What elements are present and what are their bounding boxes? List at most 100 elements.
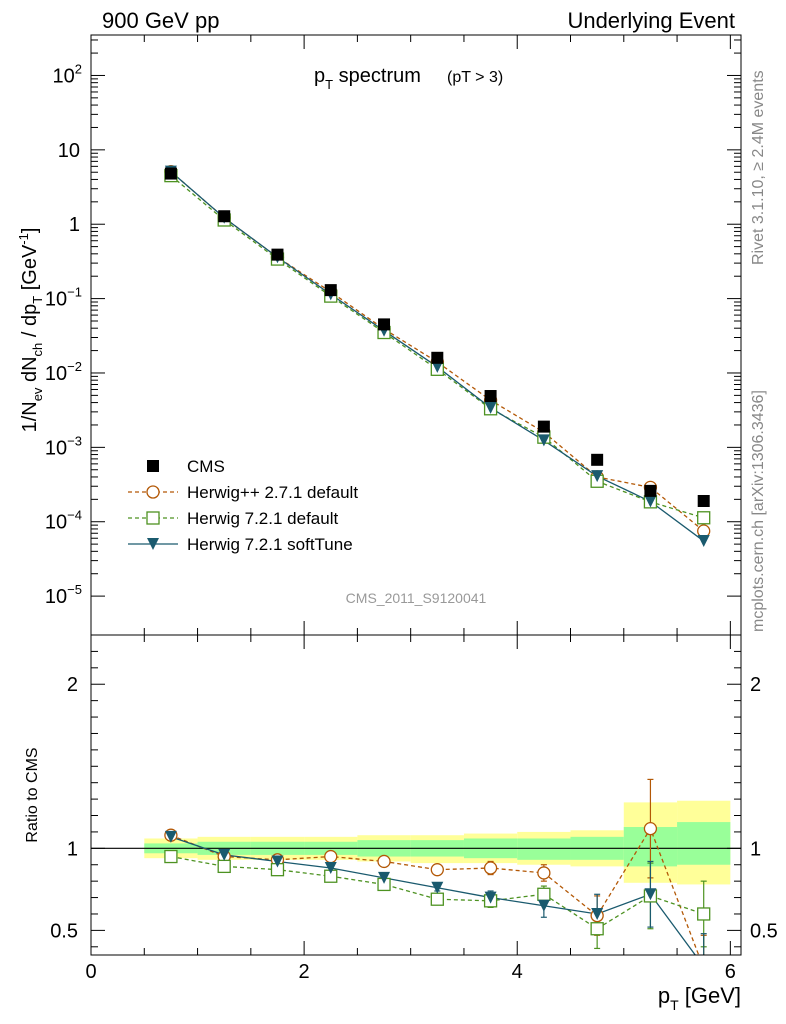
- rivet-label: Rivet 3.1.10, ≥ 2.4M events: [750, 70, 767, 265]
- ratio-point: [430, 892, 444, 906]
- legend-label: CMS: [187, 457, 225, 476]
- cms-point: [271, 248, 284, 261]
- x-axis-label-main: p: [658, 983, 670, 1008]
- ratio-point: [483, 861, 498, 875]
- x-tick-label: 0: [85, 961, 96, 983]
- legend-marker: [147, 538, 159, 550]
- ratio-point: [324, 862, 337, 875]
- y-tick-label: 10: [58, 140, 80, 162]
- y-tick-label: 10−2: [45, 359, 82, 385]
- ratio-frame: [90, 634, 742, 956]
- cms-point: [218, 210, 231, 223]
- data-point: [431, 360, 444, 373]
- legend-marker: [146, 511, 160, 525]
- ratio-point: [698, 962, 710, 974]
- main-plot-area: [164, 164, 711, 548]
- legend-label: Herwig 7.2.1 softTune: [187, 535, 353, 554]
- cms-point: [431, 351, 444, 364]
- ratio-point: [431, 881, 444, 894]
- legend-entry: Herwig 7.2.1 softTune: [128, 535, 353, 554]
- x-tick-label: 2: [299, 961, 310, 983]
- ratio-point: [591, 907, 604, 920]
- uncertainty-band-green: [677, 822, 731, 865]
- y-tick-label: 2: [67, 674, 78, 696]
- cms-point: [591, 453, 604, 466]
- ratio-point: [164, 830, 177, 843]
- x-axis-label-rest: [GeV]: [679, 983, 741, 1008]
- main-panel: 102 10 1 10−1 10−2 10−3 10−4 10−5 pT spectrum (…: [16, 34, 742, 636]
- legend-marker: [147, 460, 159, 472]
- ratio-point: [378, 871, 391, 884]
- legend-entry: CMS: [147, 457, 225, 476]
- cms-point: [644, 484, 657, 497]
- data-point: [697, 511, 711, 525]
- cms-point: [378, 318, 391, 331]
- header-right: Underlying Event: [567, 8, 735, 33]
- data-point: [484, 401, 497, 414]
- uncertainty-band-green: [517, 838, 571, 860]
- ratio-point: [537, 887, 551, 901]
- ratio-plot-area: [91, 778, 741, 974]
- legend-entry: Herwig 7.2.1 default: [128, 509, 338, 528]
- plot-title: pT spectrum: [314, 65, 421, 92]
- y-tick-label: 10−3: [45, 433, 82, 459]
- y-tick-label-right: 2: [750, 674, 761, 696]
- data-point: [644, 495, 657, 508]
- cms-point: [164, 167, 177, 180]
- main-x-ticks: [90, 35, 731, 635]
- legend: CMS Herwig++ 2.7.1 default Herwig 7.2.1 de…: [128, 457, 358, 554]
- ratio-point: [164, 849, 178, 864]
- y-tick-label: 10−1: [45, 285, 82, 311]
- ratio-point: [537, 866, 551, 880]
- ratio-point: [430, 863, 444, 877]
- y-tick-label: 102: [53, 61, 82, 87]
- ratio-point: [537, 899, 550, 912]
- ratio-point: [324, 849, 338, 864]
- cms-point: [484, 390, 497, 403]
- x-axis-label-sub: T: [670, 997, 679, 1013]
- y-tick-label: 1: [67, 838, 78, 860]
- ratio-point: [590, 922, 604, 936]
- y-tick-label: 0.5: [50, 920, 78, 942]
- series-line: [170, 171, 705, 532]
- ratio-point: [218, 848, 231, 861]
- x-tick-label: 4: [512, 961, 523, 983]
- plot-title-main: p: [314, 65, 325, 87]
- mcplots-label: mcplots.cern.ch [arXiv:1306.3436]: [750, 390, 767, 632]
- ratio-point: [643, 821, 658, 836]
- y-tick-label: 1: [69, 214, 80, 236]
- y-tick-label: 10−5: [45, 582, 82, 608]
- y-tick-label: 10−4: [45, 508, 82, 534]
- plot-title-cut: (pT > 3): [447, 69, 503, 86]
- data-point: [697, 535, 710, 548]
- ratio-point: [217, 859, 231, 874]
- cms-point: [697, 494, 710, 507]
- y-tick-label-right: 1: [750, 838, 761, 860]
- y-tick-label-right: 0.5: [750, 920, 778, 942]
- ratio-panel: 0 2 4 6 0.5 0.5 1 1 2 2 Ratio to CMS pT [GeV]: [24, 634, 778, 1013]
- ratio-axes: 0 2 4 6 0.5 0.5 1 1 2 2: [50, 635, 778, 983]
- main-y-axis: 102 10 1 10−1 10−2 10−3 10−4 10−5: [45, 39, 741, 608]
- series-line: [170, 175, 704, 519]
- plot-title-sub: T: [325, 77, 333, 92]
- ratio-y-label: Ratio to CMS: [24, 747, 41, 842]
- ratio-point: [484, 891, 497, 904]
- x-axis-label: pT [GeV]: [658, 983, 741, 1013]
- legend-marker: [146, 485, 160, 499]
- ratio-point: [377, 854, 391, 869]
- x-tick-label: 6: [725, 961, 736, 983]
- main-y-label: 1/Nev dNch / dpT [GeV-1]: [16, 228, 45, 433]
- ratio-point: [697, 907, 711, 921]
- cms-point: [537, 420, 550, 433]
- watermark: CMS_2011_S9120041: [346, 590, 487, 606]
- legend-label: Herwig 7.2.1 default: [187, 509, 338, 528]
- plot-title-rest: spectrum: [333, 65, 421, 87]
- ratio-point: [644, 888, 657, 901]
- legend-entry: Herwig++ 2.7.1 default: [128, 483, 358, 502]
- legend-label: Herwig++ 2.7.1 default: [187, 483, 358, 502]
- data-point: [537, 434, 550, 447]
- ratio-series-group: [164, 778, 711, 974]
- data-point: [591, 470, 604, 483]
- header-left: 900 GeV pp: [102, 8, 219, 33]
